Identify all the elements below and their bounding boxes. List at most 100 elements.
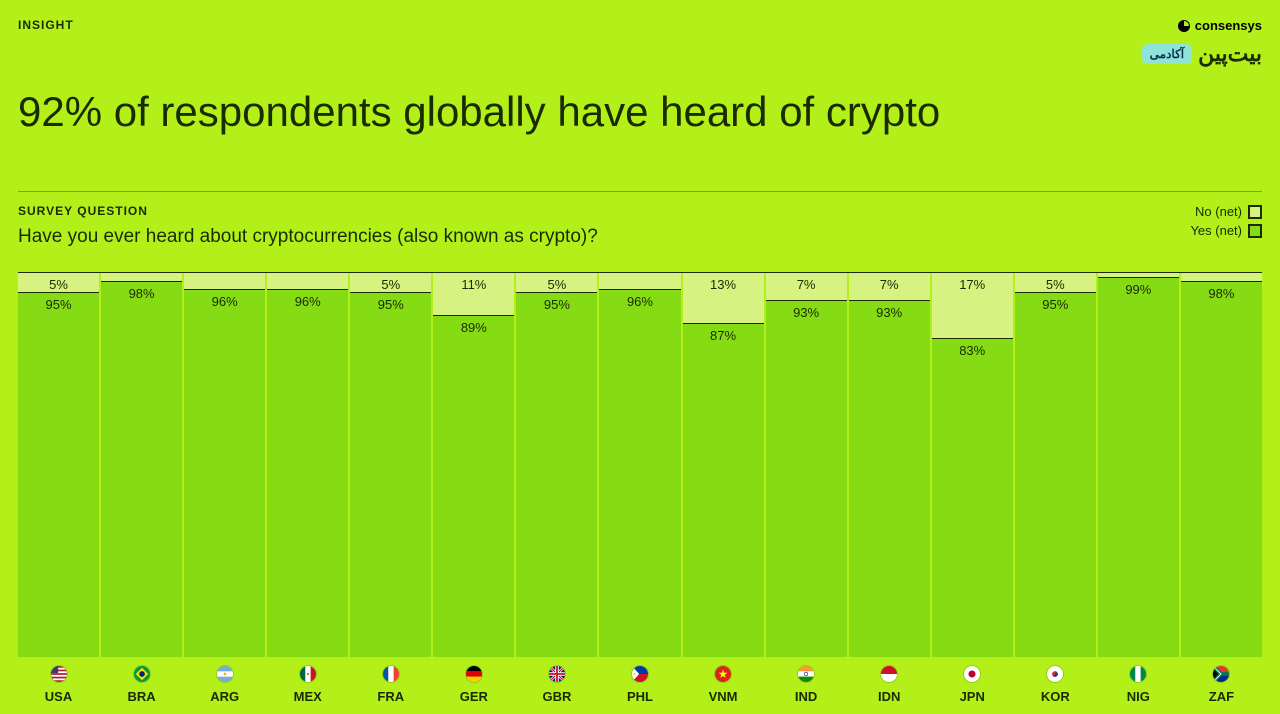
country-code-label: VNM: [709, 689, 738, 704]
bar-segment-yes: 83%: [932, 338, 1013, 657]
axis-column: IDN: [849, 665, 930, 704]
bar-segment-no: [267, 273, 348, 288]
axis-column: IND: [766, 665, 847, 704]
bar-segment-yes: 95%: [516, 292, 597, 657]
axis-column: GBR: [516, 665, 597, 704]
bar-segment-yes: 93%: [849, 300, 930, 657]
axis-column: JPN: [932, 665, 1013, 704]
bar-column: 5%95%: [350, 273, 431, 657]
bar-column: 13%87%: [683, 273, 764, 657]
bar-segment-no: 5%: [350, 273, 431, 292]
axis-column: BRA: [101, 665, 182, 704]
bar-segment-no: 11%: [433, 273, 514, 315]
bar-segment-yes: 96%: [184, 289, 265, 657]
bar-column: 98%: [101, 273, 182, 657]
axis-column: GER: [433, 665, 514, 704]
flag-icon: [133, 665, 151, 683]
axis-column: ZAF: [1181, 665, 1262, 704]
country-code-label: MEX: [294, 689, 322, 704]
brand-column: consensys آکادمی بیت‌پین: [1142, 18, 1262, 67]
consensys-icon: [1177, 19, 1191, 33]
header-row: INSIGHT consensys آکادمی بیت‌پین: [18, 18, 1262, 67]
consensys-text: consensys: [1195, 18, 1262, 33]
bar-segment-no: [184, 273, 265, 288]
flag-icon: [50, 665, 68, 683]
bar-column: 96%: [184, 273, 265, 657]
legend-yes-label: Yes (net): [1190, 223, 1242, 238]
axis-column: KOR: [1015, 665, 1096, 704]
axis-column: ARG: [184, 665, 265, 704]
bar-segment-yes: 96%: [267, 289, 348, 657]
flag-icon: [548, 665, 566, 683]
bar-column: 98%: [1181, 273, 1262, 657]
bar-segment-no: 13%: [683, 273, 764, 323]
bar-segment-no: [101, 273, 182, 281]
bar-segment-yes: 89%: [433, 315, 514, 657]
bar-column: 5%95%: [18, 273, 99, 657]
chart-area: 5%95%98%96%96%5%95%11%89%5%95%96%13%87%7…: [18, 272, 1262, 704]
bars-row: 5%95%98%96%96%5%95%11%89%5%95%96%13%87%7…: [18, 272, 1262, 657]
axis-column: VNM: [683, 665, 764, 704]
bar-segment-yes: 98%: [1181, 281, 1262, 657]
bar-segment-no: 5%: [1015, 273, 1096, 292]
country-code-label: JPN: [960, 689, 985, 704]
flag-icon: [963, 665, 981, 683]
legend-item-yes: Yes (net): [1190, 223, 1262, 238]
bar-column: 5%95%: [516, 273, 597, 657]
bar-column: 11%89%: [433, 273, 514, 657]
legend-swatch-no-icon: [1248, 205, 1262, 219]
axis-row: USA BRA ARG MEX FRA GER GBR PHL VNM IND IDN JPN KOR N…: [18, 665, 1262, 704]
survey-left: SURVEY QUESTION Have you ever heard abou…: [18, 204, 598, 248]
bar-column: 96%: [599, 273, 680, 657]
bar-column: 17%83%: [932, 273, 1013, 657]
country-code-label: FRA: [377, 689, 404, 704]
bar-segment-no: 5%: [516, 273, 597, 292]
country-code-label: BRA: [128, 689, 156, 704]
country-code-label: GBR: [542, 689, 571, 704]
country-code-label: ARG: [210, 689, 239, 704]
axis-column: FRA: [350, 665, 431, 704]
legend-no-label: No (net): [1195, 204, 1242, 219]
bar-column: 7%93%: [849, 273, 930, 657]
country-code-label: ZAF: [1209, 689, 1234, 704]
survey-row: SURVEY QUESTION Have you ever heard abou…: [18, 204, 1262, 248]
axis-column: MEX: [267, 665, 348, 704]
flag-icon: [1129, 665, 1147, 683]
bar-column: 96%: [267, 273, 348, 657]
axis-column: NIG: [1098, 665, 1179, 704]
chart-legend: No (net) Yes (net): [1190, 204, 1262, 238]
sponsor-main: بیت‌پین: [1198, 41, 1262, 67]
survey-label: SURVEY QUESTION: [18, 204, 598, 218]
country-code-label: GER: [460, 689, 488, 704]
bar-segment-no: 17%: [932, 273, 1013, 338]
flag-icon: [299, 665, 317, 683]
bar-segment-no: 7%: [766, 273, 847, 300]
bar-segment-yes: 87%: [683, 323, 764, 657]
country-code-label: USA: [45, 689, 72, 704]
flag-icon: [1212, 665, 1230, 683]
bar-segment-no: 7%: [849, 273, 930, 300]
divider-line: [18, 191, 1262, 192]
bar-segment-yes: 99%: [1098, 277, 1179, 657]
flag-icon: [216, 665, 234, 683]
flag-icon: [880, 665, 898, 683]
insight-label: INSIGHT: [18, 18, 74, 32]
flag-icon: [465, 665, 483, 683]
country-code-label: NIG: [1127, 689, 1150, 704]
country-code-label: IND: [795, 689, 817, 704]
bar-segment-no: 5%: [18, 273, 99, 292]
page-root: INSIGHT consensys آکادمی بیت‌پین 92% of …: [0, 0, 1280, 714]
bar-segment-yes: 93%: [766, 300, 847, 657]
bar-segment-yes: 96%: [599, 289, 680, 657]
flag-icon: [382, 665, 400, 683]
sponsor-row: آکادمی بیت‌پین: [1142, 41, 1262, 67]
bar-column: 5%95%: [1015, 273, 1096, 657]
flag-icon: [1046, 665, 1064, 683]
bar-segment-yes: 95%: [18, 292, 99, 657]
bar-column: 99%: [1098, 273, 1179, 657]
country-code-label: KOR: [1041, 689, 1070, 704]
axis-column: PHL: [599, 665, 680, 704]
legend-item-no: No (net): [1195, 204, 1262, 219]
consensys-logo: consensys: [1177, 18, 1262, 33]
country-code-label: IDN: [878, 689, 900, 704]
